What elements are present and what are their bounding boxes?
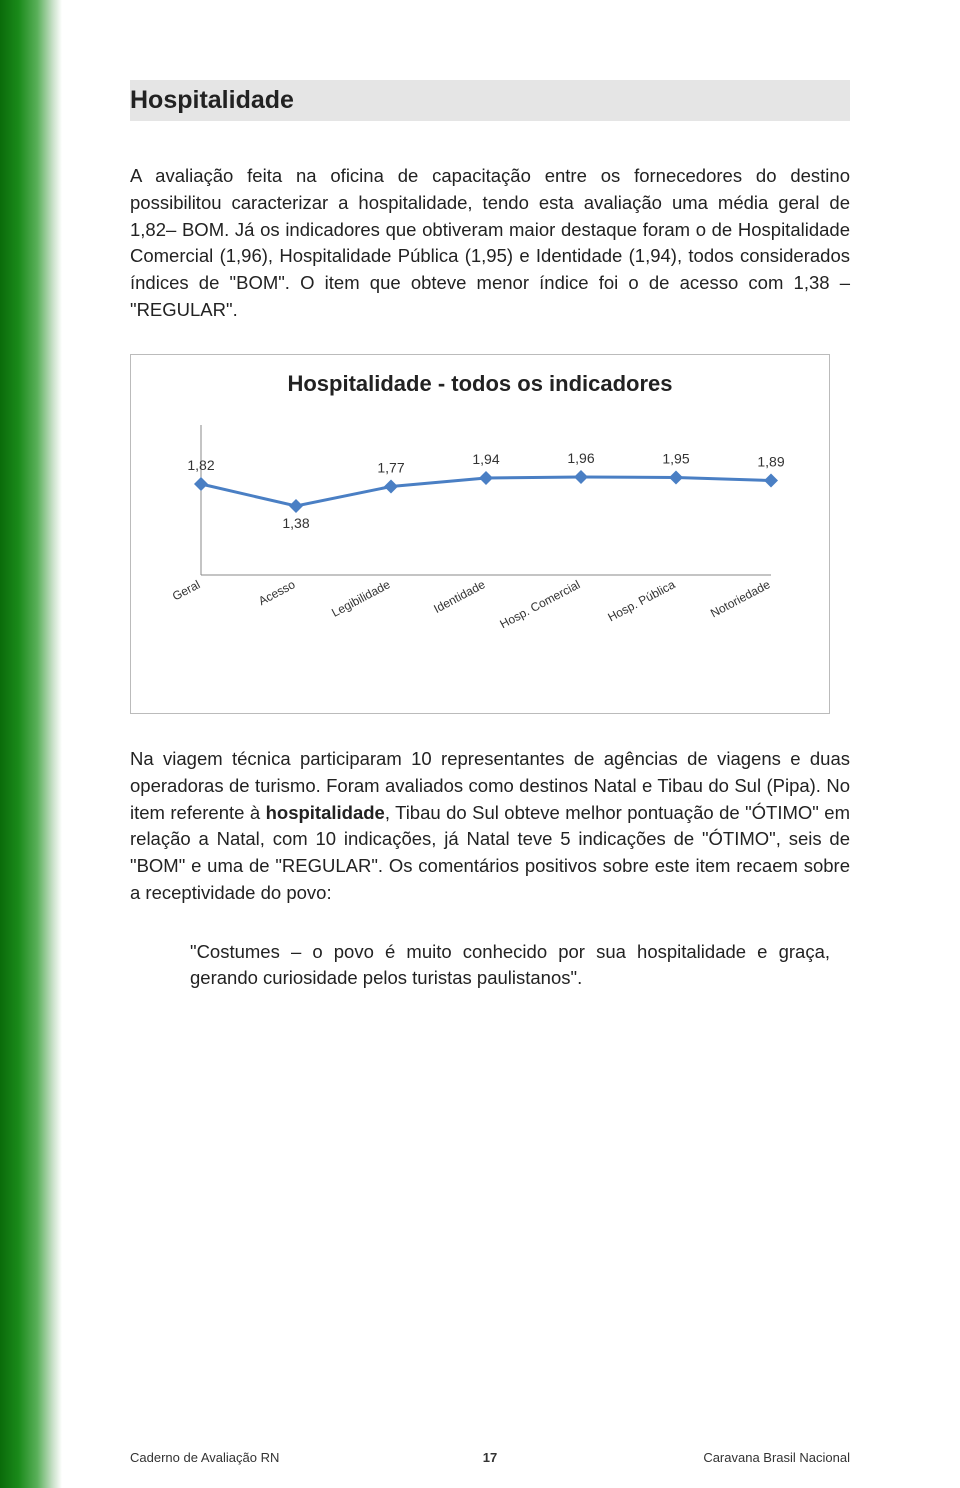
- svg-text:1,82: 1,82: [187, 457, 214, 473]
- svg-text:Hosp. Comercial: Hosp. Comercial: [498, 577, 583, 631]
- paragraph-1: A avaliação feita na oficina de capacita…: [130, 163, 850, 324]
- chart-title: Hospitalidade - todos os indicadores: [131, 371, 829, 397]
- line-chart: 1,82 1,38 1,77 1,94 1,96 1,95 1,89 Hospitalidad…: [171, 415, 791, 695]
- page-content: Hospitalidade A avaliação feita na ofici…: [130, 80, 850, 991]
- svg-text:Notoriedade: Notoriedade: [708, 577, 773, 620]
- left-green-stripe: [0, 0, 62, 1488]
- svg-text:1,96: 1,96: [567, 450, 594, 466]
- svg-text:1,77: 1,77: [377, 459, 404, 475]
- svg-text:Hosp. Pública: Hosp. Pública: [605, 577, 677, 624]
- svg-text:1,95: 1,95: [662, 450, 689, 466]
- svg-text:Acesso: Acesso: [256, 577, 298, 608]
- para2-bold: hospitalidade: [266, 802, 385, 823]
- svg-text:1,38: 1,38: [282, 515, 309, 531]
- section-heading: Hospitalidade: [130, 80, 850, 121]
- svg-text:Identidade: Identidade: [431, 577, 487, 616]
- paragraph-2: Na viagem técnica participaram 10 repres…: [130, 746, 850, 907]
- svg-text:1,94: 1,94: [472, 451, 499, 467]
- svg-text:Legibilidade: Legibilidade: [329, 577, 392, 620]
- quote-text: "Costumes – o povo é muito conhecido por…: [190, 939, 830, 991]
- footer-right: Caravana Brasil Nacional: [703, 1450, 850, 1465]
- chart-container: Hospitalidade - todos os indicadores 1,8…: [130, 354, 830, 714]
- svg-text:1,89: 1,89: [757, 453, 784, 469]
- svg-text:Hospitalidade Geral: Hospitalidade Geral: [171, 577, 202, 639]
